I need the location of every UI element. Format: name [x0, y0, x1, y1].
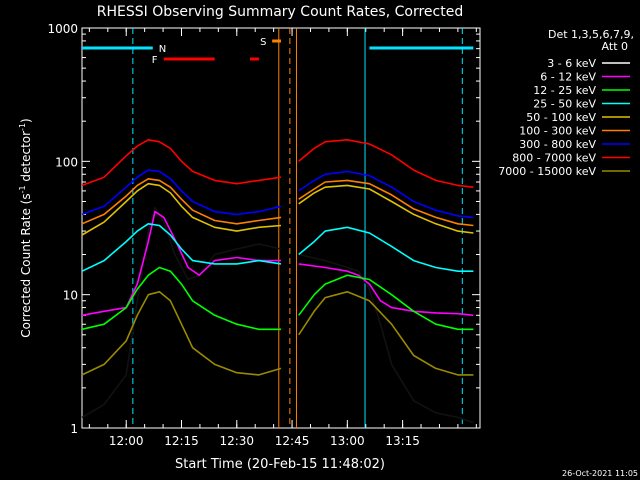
y-axis-label-sup-2: -1 [18, 123, 27, 131]
y-tick-label: 10 [63, 289, 78, 303]
y-axis-label-sup-1: -1 [18, 185, 27, 193]
y-axis-label-part-2: detector [19, 131, 33, 186]
x-tick-label: 12:15 [164, 434, 199, 448]
x-tick-label: 12:00 [109, 434, 144, 448]
series-line [81, 139, 474, 188]
y-axis-label: Corrected Count Rate (s-1 detector-1) [18, 118, 33, 337]
chart-title: RHESSI Observing Summary Count Rates, Co… [97, 4, 463, 20]
legend-label: 6 - 12 keV [540, 71, 596, 84]
x-tick-label: 13:00 [330, 434, 365, 448]
series-lines-group [81, 139, 474, 424]
legend-label: 7000 - 15000 keV [498, 165, 596, 178]
series-line [81, 169, 474, 219]
legend-label: 50 - 100 keV [526, 111, 596, 124]
x-axis-label: Start Time (20-Feb-15 11:48:02) [175, 457, 385, 472]
series-line [81, 223, 474, 272]
x-tick-label: 13:15 [385, 434, 420, 448]
legend-label: 300 - 800 keV [519, 138, 596, 151]
series-line [81, 206, 474, 424]
flag-label: F [152, 55, 158, 66]
flag-bars-group: NF S [82, 37, 474, 66]
plot-frame [81, 27, 481, 429]
series-line [81, 182, 474, 236]
axis-ticks-group: 1 10 100 1000 12:00 12:15 12:30 12:45 13:00 13:15 [47, 22, 480, 448]
series-line [81, 266, 474, 331]
flag-label: N [159, 44, 166, 55]
series-line [81, 291, 474, 376]
legend-label: 3 - 6 keV [547, 57, 596, 70]
x-tick-label: 12:45 [275, 434, 310, 448]
flag-label: S [260, 37, 266, 48]
footer-date: 26-Oct-2021 11:05 [562, 469, 638, 478]
marker-lines-group [132, 28, 463, 428]
legend-label: 25 - 50 keV [533, 98, 596, 111]
y-tick-label: 100 [55, 155, 78, 169]
legend-header-line-2: Att 0 [602, 40, 628, 53]
legend-label: 100 - 300 keV [519, 125, 596, 138]
x-tick-label: 12:30 [219, 434, 254, 448]
y-tick-label: 1000 [47, 22, 78, 36]
series-line [81, 178, 474, 227]
legend-label: 12 - 25 keV [533, 84, 596, 97]
legend-label: 800 - 7000 keV [512, 152, 596, 165]
y-axis-label-part-3: ) [19, 118, 33, 123]
y-tick-label: 1 [70, 422, 78, 436]
legend-header-line-1: Det 1,3,5,6,7,9, [548, 28, 634, 41]
y-axis-label-part-1: Corrected Count Rate (s [19, 193, 33, 337]
